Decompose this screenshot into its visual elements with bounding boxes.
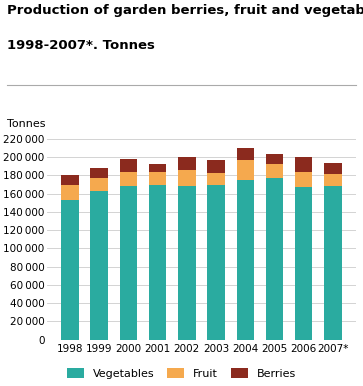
Bar <box>61 185 79 200</box>
Bar <box>149 172 166 186</box>
Bar <box>237 148 254 160</box>
Bar <box>149 186 166 340</box>
Bar <box>178 186 196 340</box>
Bar <box>295 172 313 187</box>
Legend: Vegetables, Fruit, Berries: Vegetables, Fruit, Berries <box>67 368 296 379</box>
Bar <box>266 154 283 164</box>
Bar <box>90 178 108 191</box>
Bar <box>207 173 225 185</box>
Bar <box>120 159 137 172</box>
Bar <box>178 157 196 170</box>
Bar <box>266 178 283 340</box>
Bar <box>207 185 225 340</box>
Bar <box>324 186 342 340</box>
Bar <box>324 174 342 186</box>
Text: Tonnes: Tonnes <box>7 119 46 129</box>
Text: 1998-2007*. Tonnes: 1998-2007*. Tonnes <box>7 39 155 52</box>
Bar <box>120 172 137 186</box>
Bar <box>90 168 108 178</box>
Bar <box>237 160 254 180</box>
Bar <box>61 176 79 185</box>
Bar <box>149 164 166 172</box>
Bar <box>237 180 254 340</box>
Text: Production of garden berries, fruit and vegetables.: Production of garden berries, fruit and … <box>7 4 363 17</box>
Bar <box>61 200 79 340</box>
Bar <box>295 187 313 340</box>
Bar <box>266 164 283 178</box>
Bar <box>178 170 196 186</box>
Bar <box>207 160 225 173</box>
Bar <box>295 157 313 172</box>
Bar <box>120 186 137 340</box>
Bar <box>324 163 342 174</box>
Bar <box>90 191 108 340</box>
